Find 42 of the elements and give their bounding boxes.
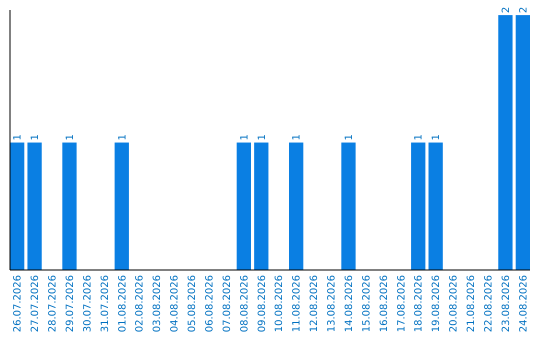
data-label: 1 — [64, 134, 76, 141]
x-tick-label: 24.08.2026 — [518, 275, 530, 332]
x-tick-label: 13.08.2026 — [326, 275, 338, 332]
x-tick-label: 15.08.2026 — [361, 275, 372, 332]
x-tick-label: 28.07.2026 — [48, 275, 59, 332]
data-label: 1 — [431, 134, 442, 141]
data-label: 1 — [344, 134, 355, 141]
x-tick-label: 12.08.2026 — [309, 275, 320, 332]
x-tick-label: 02.08.2026 — [134, 275, 146, 332]
data-label: 1 — [414, 134, 425, 141]
data-label: 1 — [12, 134, 24, 141]
data-label: 1 — [256, 134, 268, 141]
x-tick-label: 23.08.2026 — [500, 275, 512, 332]
x-tick-label: 26.07.2026 — [12, 275, 24, 332]
x-tick-label: 29.07.2026 — [64, 275, 76, 332]
data-label: 1 — [292, 134, 303, 141]
x-tick-label: 19.08.2026 — [431, 275, 442, 332]
x-tick-label: 22.08.2026 — [483, 275, 494, 332]
x-tick-label: 16.08.2026 — [378, 275, 390, 332]
x-tick-label: 20.08.2026 — [448, 275, 460, 332]
x-tick-label: 30.07.2026 — [82, 275, 94, 332]
x-tick-label: 07.08.2026 — [222, 275, 233, 332]
data-label: 2 — [500, 6, 512, 14]
x-tick-label: 03.08.2026 — [152, 275, 164, 332]
x-tick-label: 08.08.2026 — [239, 275, 250, 332]
x-tick-label: 27.07.2026 — [30, 275, 42, 332]
x-tick-label: 21.08.2026 — [466, 275, 478, 332]
x-tick-label: 04.08.2026 — [170, 275, 181, 332]
data-label: 2 — [518, 6, 530, 14]
data-label: 1 — [239, 134, 250, 141]
x-tick-label: 10.08.2026 — [274, 275, 286, 332]
x-tick-label: 09.08.2026 — [256, 275, 268, 332]
x-tick-label: 01.08.2026 — [117, 275, 128, 332]
x-tick-label: 31.07.2026 — [100, 275, 111, 332]
x-tick-label: 17.08.2026 — [396, 275, 408, 332]
x-tick-label: 18.08.2026 — [414, 275, 425, 332]
x-tick-label: 11.08.2026 — [292, 275, 303, 332]
x-tick-label: 05.08.2026 — [187, 275, 198, 332]
x-tick-label: 06.08.2026 — [204, 275, 216, 332]
x-tick-label: 14.08.2026 — [344, 275, 355, 332]
data-label: 1 — [30, 134, 42, 141]
data-label: 1 — [117, 134, 128, 141]
